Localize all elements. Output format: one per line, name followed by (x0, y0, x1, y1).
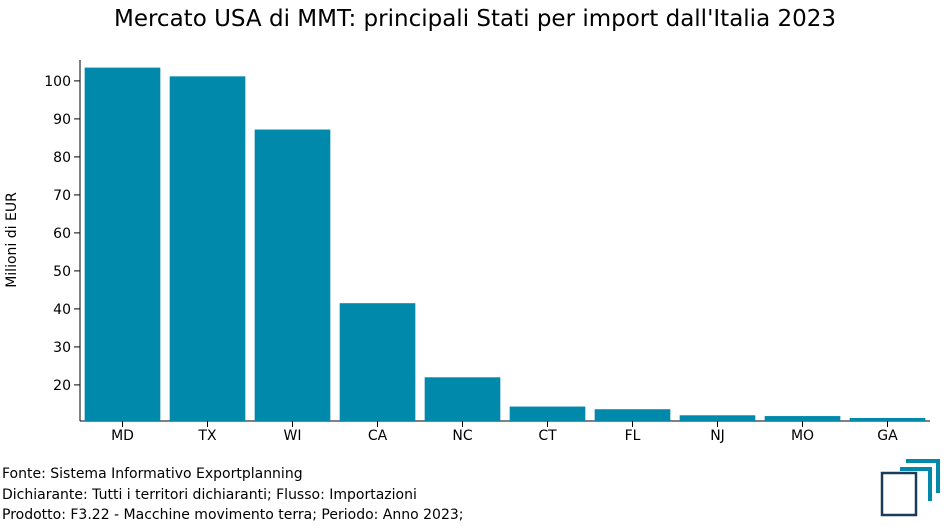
bar-tx (169, 76, 246, 421)
y-tick-label: 70 (53, 188, 71, 204)
bar-chart: 20 30 40 50 60 70 80 90 100 MD TX WI CA NC CT FL NJ MO GA… (4, 60, 930, 444)
declarant-note: Dichiarante: Tutti i territori dichiaran… (2, 486, 417, 503)
y-tick-label: 50 (53, 264, 71, 280)
bars (84, 67, 926, 422)
y-tick-label: 40 (53, 302, 71, 318)
y-axis-label: Milioni di EUR (4, 192, 20, 288)
bar-ca (339, 303, 416, 421)
x-tick-label: FL (625, 428, 641, 444)
bar-ct (509, 406, 586, 421)
y-tick-label: 90 (53, 112, 71, 128)
bar-nj (679, 415, 756, 421)
x-tick-label: WI (284, 428, 302, 444)
x-tick-label: CT (538, 428, 557, 444)
product-note: Prodotto: F3.22 - Macchine movimento ter… (2, 507, 464, 523)
chart-title: Mercato USA di MMT: principali Stati per… (113, 6, 837, 32)
x-tick-label: CA (368, 428, 388, 444)
y-tick-label: 30 (53, 340, 71, 356)
y-tick-label: 20 (53, 378, 71, 394)
bar-wi (254, 129, 331, 422)
bar-nc (424, 377, 501, 421)
source-note: Fonte: Sistema Informativo Exportplannin… (2, 466, 303, 482)
x-axis: MD TX WI CA NC CT FL NJ MO GA (80, 420, 930, 444)
x-tick-label: GA (877, 428, 898, 444)
x-tick-label: NC (452, 428, 472, 444)
bar-md (84, 67, 161, 421)
chart-footer: Fonte: Sistema Informativo Exportplannin… (2, 464, 464, 526)
exportplanning-logo-icon (880, 459, 940, 517)
bar-ga (849, 417, 926, 421)
x-tick-label: TX (197, 428, 217, 444)
y-axis: 20 30 40 50 60 70 80 90 100 (44, 60, 81, 421)
x-tick-label: MO (791, 428, 814, 444)
y-tick-label: 100 (44, 74, 71, 90)
y-tick-label: 80 (53, 150, 71, 166)
bar-mo (764, 416, 841, 421)
x-tick-label: MD (111, 428, 134, 444)
x-tick-label: NJ (710, 428, 725, 444)
y-tick-label: 60 (53, 226, 71, 242)
bar-fl (594, 409, 671, 421)
